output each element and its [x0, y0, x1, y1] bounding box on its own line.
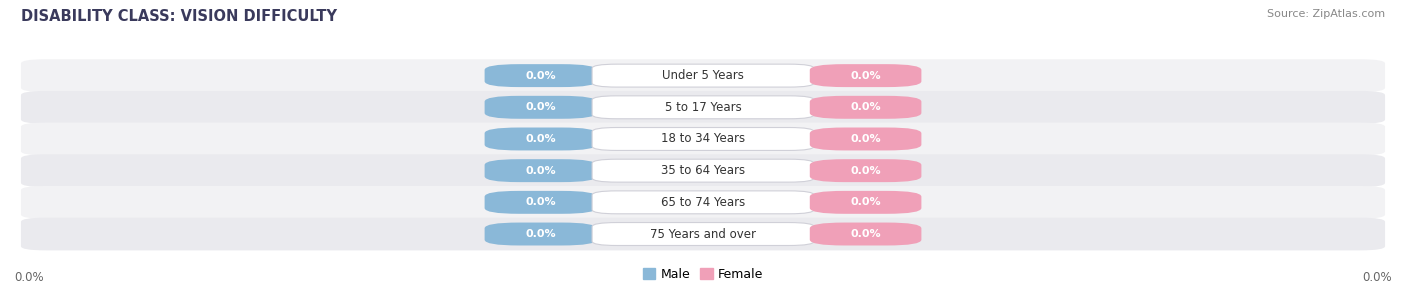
Text: 18 to 34 Years: 18 to 34 Years [661, 132, 745, 145]
Text: 0.0%: 0.0% [851, 134, 882, 144]
Text: 0.0%: 0.0% [851, 166, 882, 176]
Text: 75 Years and over: 75 Years and over [650, 228, 756, 241]
FancyBboxPatch shape [485, 96, 596, 119]
Text: Under 5 Years: Under 5 Years [662, 69, 744, 82]
FancyBboxPatch shape [485, 191, 596, 214]
Text: 0.0%: 0.0% [524, 134, 555, 144]
FancyBboxPatch shape [21, 154, 1385, 187]
FancyBboxPatch shape [485, 64, 596, 87]
FancyBboxPatch shape [21, 218, 1385, 250]
Legend: Male, Female: Male, Female [643, 268, 763, 281]
FancyBboxPatch shape [485, 159, 596, 182]
Text: 0.0%: 0.0% [524, 102, 555, 112]
FancyBboxPatch shape [810, 191, 921, 214]
FancyBboxPatch shape [592, 223, 814, 246]
Text: 0.0%: 0.0% [851, 229, 882, 239]
FancyBboxPatch shape [21, 123, 1385, 155]
FancyBboxPatch shape [810, 223, 921, 246]
FancyBboxPatch shape [592, 96, 814, 119]
Text: Source: ZipAtlas.com: Source: ZipAtlas.com [1267, 9, 1385, 19]
Text: 0.0%: 0.0% [14, 271, 44, 284]
Text: 35 to 64 Years: 35 to 64 Years [661, 164, 745, 177]
FancyBboxPatch shape [810, 64, 921, 87]
Text: 0.0%: 0.0% [851, 71, 882, 81]
FancyBboxPatch shape [485, 223, 596, 246]
FancyBboxPatch shape [21, 186, 1385, 219]
FancyBboxPatch shape [810, 96, 921, 119]
Text: 0.0%: 0.0% [851, 102, 882, 112]
Text: 5 to 17 Years: 5 to 17 Years [665, 101, 741, 114]
Text: DISABILITY CLASS: VISION DIFFICULTY: DISABILITY CLASS: VISION DIFFICULTY [21, 9, 337, 24]
FancyBboxPatch shape [485, 127, 596, 150]
Text: 0.0%: 0.0% [1362, 271, 1392, 284]
FancyBboxPatch shape [592, 64, 814, 87]
FancyBboxPatch shape [810, 127, 921, 150]
Text: 0.0%: 0.0% [524, 71, 555, 81]
FancyBboxPatch shape [592, 191, 814, 214]
FancyBboxPatch shape [21, 91, 1385, 124]
FancyBboxPatch shape [810, 159, 921, 182]
FancyBboxPatch shape [592, 159, 814, 182]
FancyBboxPatch shape [592, 127, 814, 150]
Text: 0.0%: 0.0% [524, 166, 555, 176]
Text: 0.0%: 0.0% [851, 197, 882, 207]
Text: 0.0%: 0.0% [524, 197, 555, 207]
FancyBboxPatch shape [21, 59, 1385, 92]
Text: 65 to 74 Years: 65 to 74 Years [661, 196, 745, 209]
Text: 0.0%: 0.0% [524, 229, 555, 239]
